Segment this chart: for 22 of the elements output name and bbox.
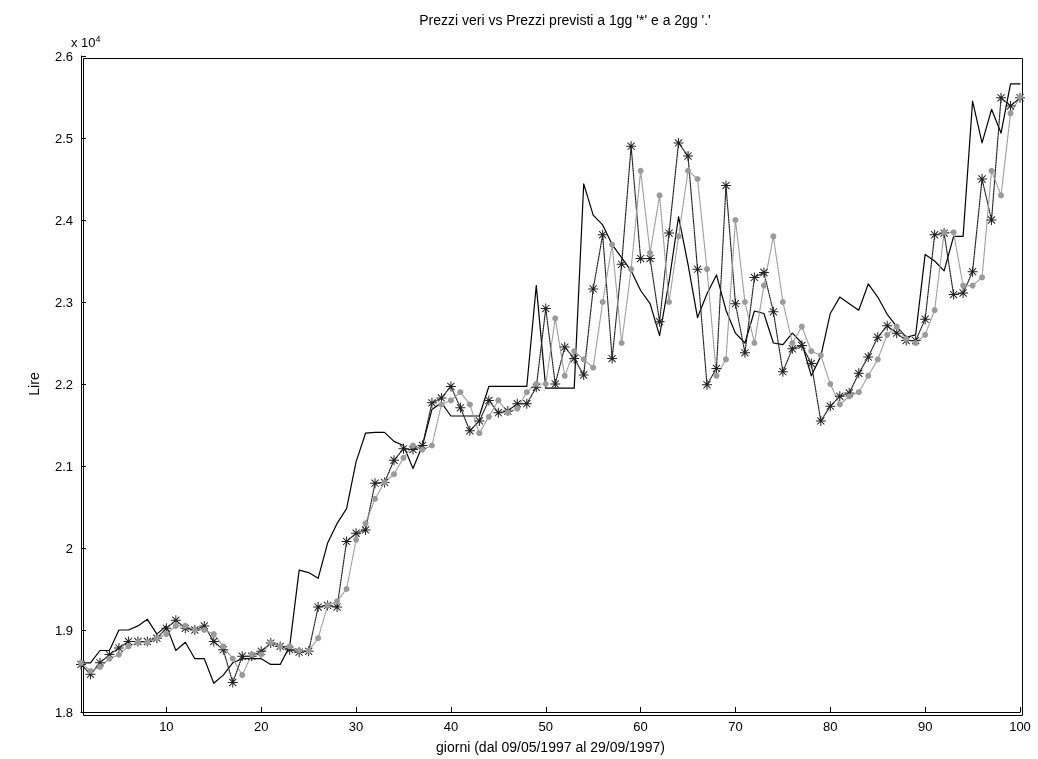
- y-tick-label: 2.5: [54, 130, 73, 146]
- y-tick-label: 2.6: [54, 48, 73, 64]
- x-tick-label: 30: [348, 719, 364, 734]
- x-tick-label: 90: [917, 719, 933, 734]
- y-tick-label: 2: [65, 540, 73, 556]
- x-tick-label: 20: [253, 719, 269, 734]
- y-axis-title: Lire: [26, 372, 42, 396]
- x-axis-title: giorni (dal 09/05/1997 al 29/09/1997): [436, 739, 665, 755]
- y-tick-label: 2.3: [54, 294, 73, 310]
- x-tick-label: 10: [159, 719, 174, 734]
- y-tick-label: 2.1: [54, 458, 73, 474]
- x-tick-label: 70: [728, 719, 743, 734]
- y-tick-label: 2.4: [54, 212, 73, 228]
- x-tick-label: 100: [1009, 719, 1031, 734]
- x-tick-label: 40: [443, 719, 459, 734]
- x-tick-label: 80: [823, 719, 838, 734]
- y-tick-label: 1.8: [54, 704, 73, 720]
- y-tick-label: 2.2: [54, 376, 73, 392]
- x-tick-label: 60: [633, 719, 648, 734]
- y-tick-label: 1.9: [54, 622, 73, 638]
- x-tick-label: 50: [538, 719, 553, 734]
- chart-title: Prezzi veri vs Prezzi previsti a 1gg '*' e a 2gg '.': [419, 12, 711, 28]
